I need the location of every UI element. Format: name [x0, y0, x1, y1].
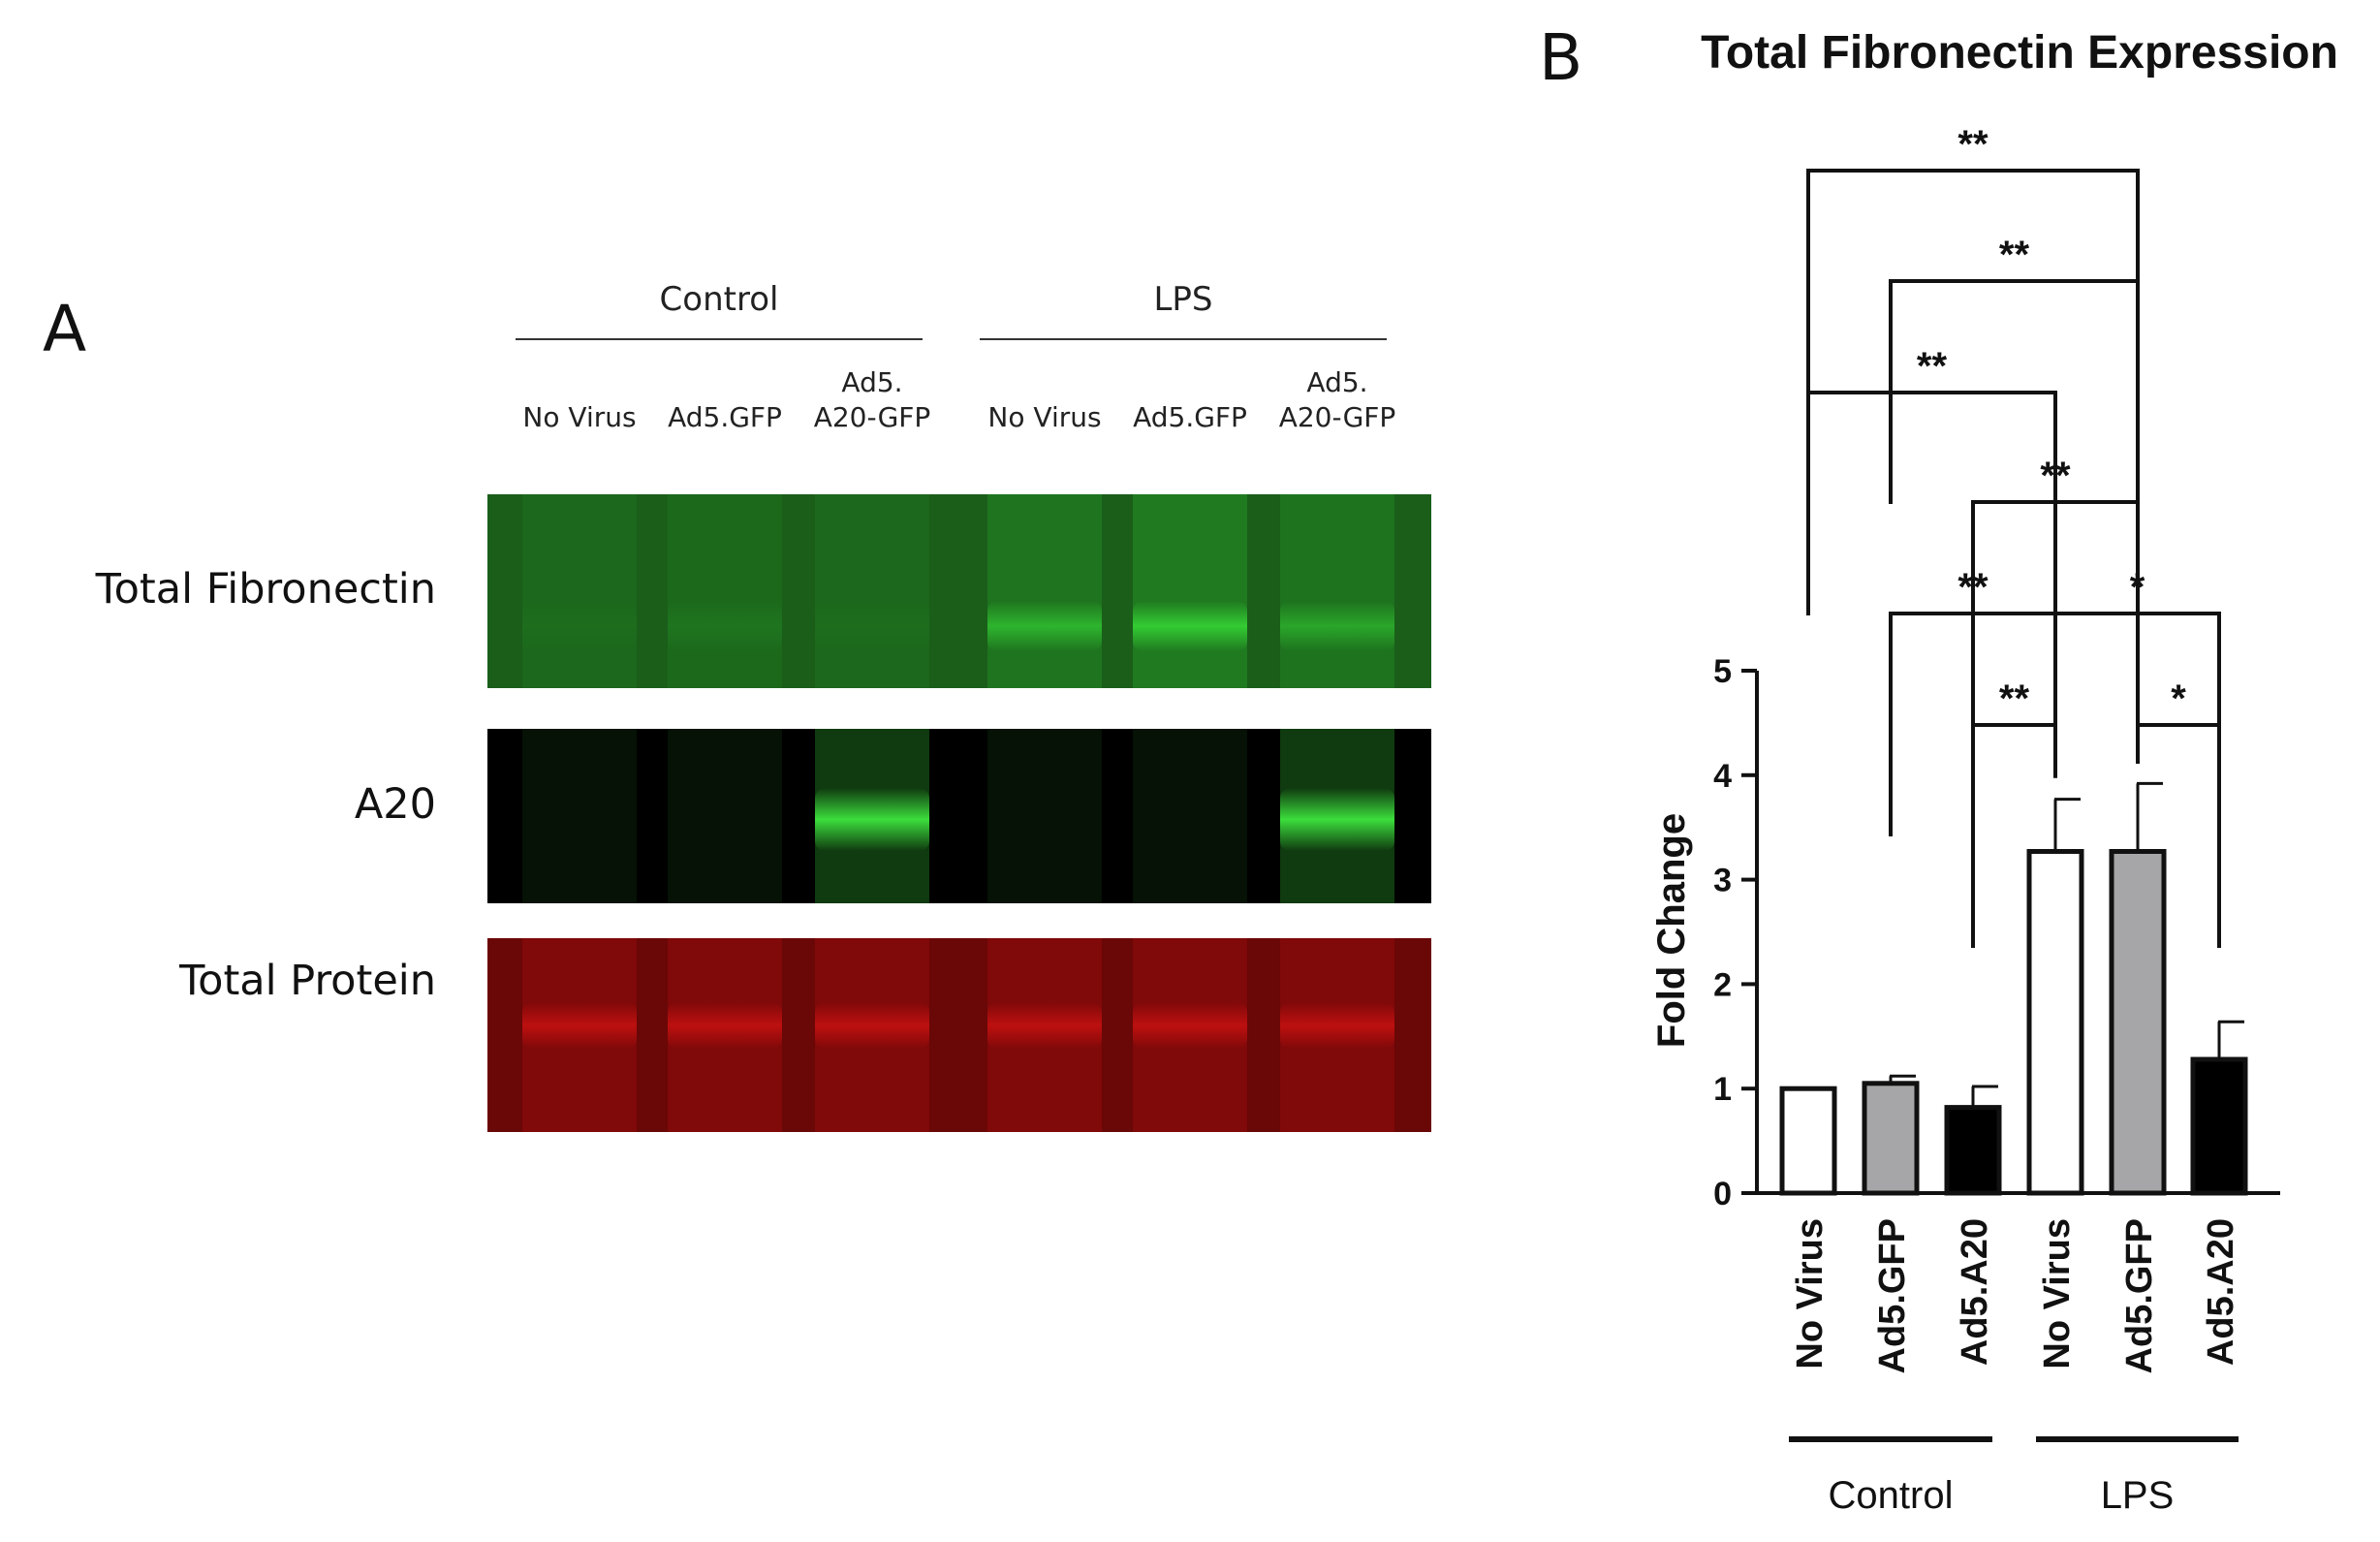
blot-row: Total Fibronectin — [95, 494, 1431, 688]
bar — [2190, 1056, 2248, 1196]
blot-lane — [815, 494, 929, 688]
significance-label: ** — [1999, 677, 2030, 720]
blot-band — [987, 1002, 1102, 1049]
blot-band — [1280, 788, 1394, 851]
blot-row-label: Total Fibronectin — [95, 565, 436, 614]
blot-lane — [987, 494, 1102, 688]
blot-membrane — [487, 494, 1431, 688]
x-group-label: LPS — [2101, 1474, 2175, 1517]
blot-group-label: Control — [660, 280, 779, 319]
blot-lane-label: Ad5.GFP — [1133, 401, 1247, 433]
bar — [2026, 848, 2084, 1196]
x-group-label: Control — [1829, 1474, 1954, 1517]
significance-bracket: ** — [1806, 345, 2057, 615]
y-tick-label: 3 — [1713, 863, 1732, 899]
y-tick-label: 4 — [1713, 758, 1732, 795]
blot-lane — [522, 729, 637, 903]
bracket-line — [1971, 723, 2057, 948]
significance-label: ** — [1917, 345, 1948, 388]
blot-row: A20 — [355, 729, 1431, 903]
significance-label: ** — [1957, 566, 1989, 609]
blot-band — [522, 1002, 637, 1049]
x-tick-label: No Virus — [2037, 1218, 2078, 1369]
bar-chart-panel: Total Fibronectin Expression Fold Change… — [1650, 27, 2338, 1517]
blot-lane — [522, 494, 637, 688]
y-tick-label: 2 — [1713, 966, 1732, 1003]
bracket-line — [2136, 723, 2221, 948]
y-axis-label: Fold Change — [1650, 813, 1693, 1048]
blot-band — [815, 1002, 929, 1049]
blot-band — [522, 601, 637, 651]
blot-group-label: LPS — [1153, 280, 1212, 319]
blot-lane-label: No Virus — [522, 401, 636, 433]
blot-membrane — [487, 938, 1431, 1132]
blot-lane — [1280, 494, 1394, 688]
bar — [1944, 1105, 2002, 1196]
x-tick-label: Ad5.GFP — [2119, 1218, 2160, 1373]
chart-title: Total Fibronectin Expression — [1701, 27, 2338, 79]
blot-band — [815, 601, 929, 651]
blot-lane-label: Ad5. — [841, 366, 902, 398]
blot-lane — [668, 729, 782, 903]
significance-bracket: * — [2136, 677, 2221, 948]
x-tick-label: Ad5.A20 — [2201, 1218, 2241, 1366]
panel-b-label: B — [1539, 20, 1582, 95]
significance-bracket: ** — [1971, 677, 2057, 948]
blot-band — [815, 788, 929, 851]
blot-band — [668, 601, 782, 651]
bar — [1862, 1081, 1920, 1196]
blot-lane — [1133, 729, 1247, 903]
y-tick-label: 1 — [1713, 1071, 1732, 1108]
blot-row: Total Protein — [178, 938, 1431, 1132]
blot-lane — [1133, 494, 1247, 688]
blot-band — [1133, 1002, 1247, 1049]
blot-band — [1280, 1002, 1394, 1049]
blot-row-label: Total Protein — [178, 957, 436, 1005]
blot-band — [668, 1002, 782, 1049]
significance-label: * — [2130, 566, 2145, 609]
x-tick-label: Ad5.A20 — [1955, 1218, 1995, 1366]
panel-a-label: A — [43, 292, 86, 366]
blot-lane-label: A20-GFP — [1279, 401, 1396, 433]
blot-band — [987, 601, 1102, 651]
significance-bracket: ** — [1806, 123, 2140, 393]
blot-membrane — [487, 729, 1431, 903]
significance-label: ** — [2040, 455, 2071, 497]
blot-lane — [668, 494, 782, 688]
y-tick-label: 5 — [1713, 653, 1732, 690]
significance-label: * — [2171, 677, 2186, 720]
x-tick-label: No Virus — [1790, 1218, 1831, 1369]
blot-lane-label: Ad5. — [1306, 366, 1367, 398]
y-tick-label: 0 — [1713, 1176, 1732, 1212]
blot-lane — [987, 729, 1102, 903]
blot-lane-label: No Virus — [987, 401, 1101, 433]
blot-row-label: A20 — [355, 780, 436, 829]
blot-lane-label: A20-GFP — [814, 401, 931, 433]
bar — [2109, 848, 2167, 1196]
bar — [1779, 1086, 1837, 1196]
blot-band — [1133, 601, 1247, 651]
x-tick-label: Ad5.GFP — [1872, 1218, 1913, 1373]
significance-label: ** — [1999, 234, 2030, 276]
blot-band — [1280, 601, 1394, 651]
significance-label: ** — [1957, 123, 1989, 166]
blot-lane-label: Ad5.GFP — [668, 401, 782, 433]
